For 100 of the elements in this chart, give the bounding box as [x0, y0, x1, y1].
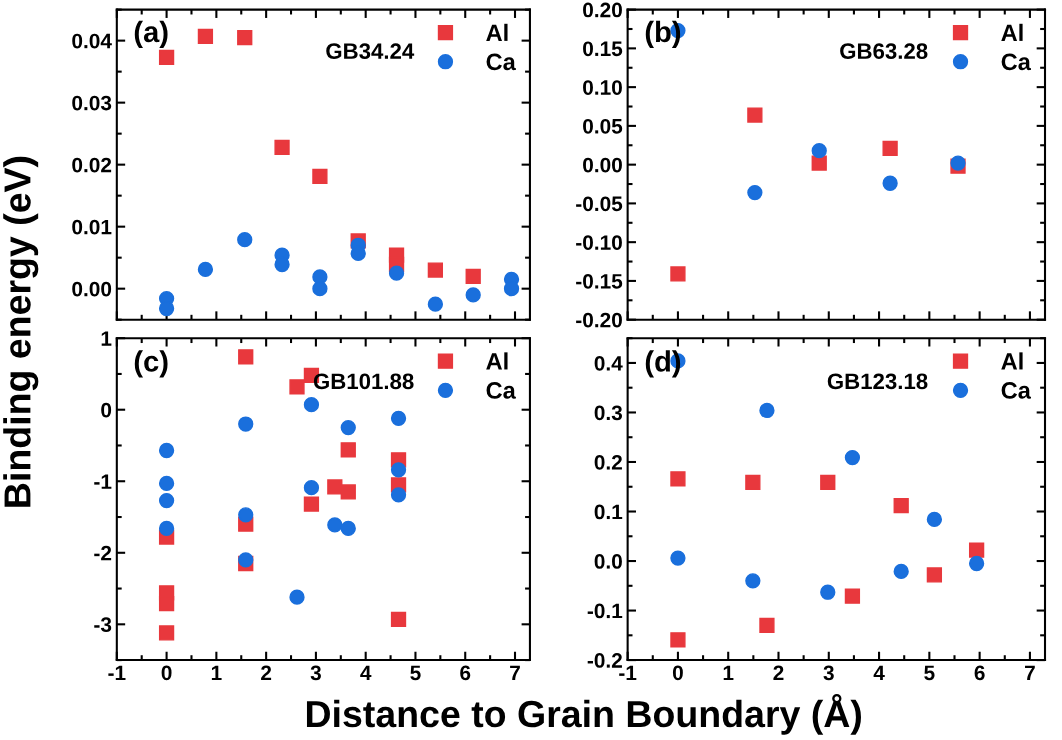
- point: [197, 28, 214, 44]
- y-tick-label: 0.1: [594, 504, 623, 520]
- point: [670, 471, 686, 487]
- y-tick-label: 0.0: [594, 554, 622, 569]
- annotation: (a): [134, 20, 168, 49]
- point: [465, 287, 481, 303]
- point: [427, 296, 444, 312]
- x-tick-label: 5: [924, 665, 935, 681]
- y-tick-label: -0.15: [576, 273, 623, 289]
- annotation: (b): [645, 20, 681, 49]
- point: [158, 475, 175, 492]
- point: [968, 542, 985, 558]
- annotation: GB34.24: [326, 43, 415, 60]
- point: [893, 563, 909, 580]
- y-tick-label: -0.10: [576, 235, 622, 250]
- point: [327, 479, 343, 495]
- point: [303, 496, 320, 512]
- point: [340, 442, 356, 458]
- y-tick-label: -1: [94, 474, 112, 489]
- legend-label: Al: [1001, 352, 1023, 370]
- point: [820, 584, 836, 600]
- point: [327, 517, 343, 533]
- point: [968, 555, 985, 572]
- point: [745, 474, 761, 490]
- point: [759, 402, 775, 419]
- x-tick-label: 2: [261, 665, 272, 681]
- y-tick-label: 0.02: [72, 157, 112, 173]
- y-tick-label: 0.00: [583, 157, 622, 173]
- x-tick-label: 6: [974, 665, 985, 681]
- point: [388, 265, 405, 281]
- point: [427, 262, 444, 278]
- point: [340, 419, 356, 436]
- point: [811, 155, 827, 171]
- x-tick-label: 5: [410, 665, 421, 681]
- point: [312, 168, 328, 185]
- legend-label: Al: [486, 23, 508, 41]
- point: [303, 480, 320, 496]
- y-tick-label: 0.4: [594, 355, 623, 371]
- point: [238, 507, 254, 523]
- y-tick-label: -0.20: [576, 312, 622, 328]
- point: [158, 49, 175, 66]
- point: [390, 611, 407, 627]
- y-tick-label: 0.3: [594, 405, 623, 421]
- x-tick-label: 3: [823, 665, 834, 681]
- x-tick-label: 1: [723, 665, 734, 681]
- y-tick-label: 0.01: [72, 219, 112, 235]
- x-tick-label: 0: [161, 665, 172, 681]
- point: [340, 520, 356, 537]
- point: [237, 29, 253, 46]
- y-tick-label: 0.10: [583, 80, 622, 95]
- annotation: GB63.28: [840, 43, 928, 60]
- y-tick-label: 0.2: [594, 454, 622, 470]
- point: [238, 416, 254, 432]
- point: [390, 462, 407, 478]
- y-tick-label: 0.15: [583, 41, 623, 57]
- point: [844, 588, 861, 604]
- point: [274, 139, 290, 155]
- y-tick-label: -0.05: [576, 196, 623, 212]
- point: [390, 410, 407, 426]
- y-tick-label: 0.04: [72, 33, 112, 49]
- point: [158, 442, 175, 459]
- x-tick-label: 7: [510, 665, 520, 681]
- y-tick-label: -2: [94, 545, 112, 561]
- point: [893, 497, 909, 514]
- legend-label: Ca: [1001, 53, 1031, 71]
- point: [670, 632, 686, 648]
- y-tick-label: 1: [101, 331, 112, 346]
- point: [158, 492, 175, 509]
- point: [670, 266, 686, 282]
- point: [289, 589, 305, 605]
- x-tick-label: 4: [873, 665, 885, 681]
- point: [237, 232, 253, 248]
- y-tick-label: 0.03: [72, 95, 112, 111]
- x-tick-label: 3: [310, 665, 321, 681]
- point: [759, 617, 775, 634]
- point: [811, 143, 827, 159]
- x-tick-label: 4: [360, 665, 372, 681]
- annotation: (d): [645, 350, 681, 378]
- point: [844, 449, 861, 466]
- y-tick-label: 0.00: [72, 281, 112, 297]
- x-tick-label: 1: [211, 665, 222, 681]
- legend-label: Ca: [1001, 382, 1031, 399]
- y-tick-label: -3: [94, 617, 112, 633]
- point: [197, 261, 214, 278]
- legend-label: Al: [1001, 23, 1023, 41]
- x-tick-label: 6: [460, 665, 471, 681]
- point: [238, 349, 254, 365]
- point: [926, 567, 943, 583]
- y-axis-title: Binding energy (eV): [3, 156, 39, 507]
- point: [882, 175, 898, 191]
- point: [158, 625, 175, 641]
- point: [340, 484, 356, 500]
- x-tick-label: 7: [1025, 665, 1035, 681]
- point: [745, 573, 761, 589]
- point: [503, 281, 520, 297]
- point: [303, 397, 320, 413]
- point: [158, 595, 175, 612]
- annotation: GB101.88: [313, 373, 414, 390]
- annotation: (c): [134, 350, 168, 378]
- point: [390, 487, 407, 503]
